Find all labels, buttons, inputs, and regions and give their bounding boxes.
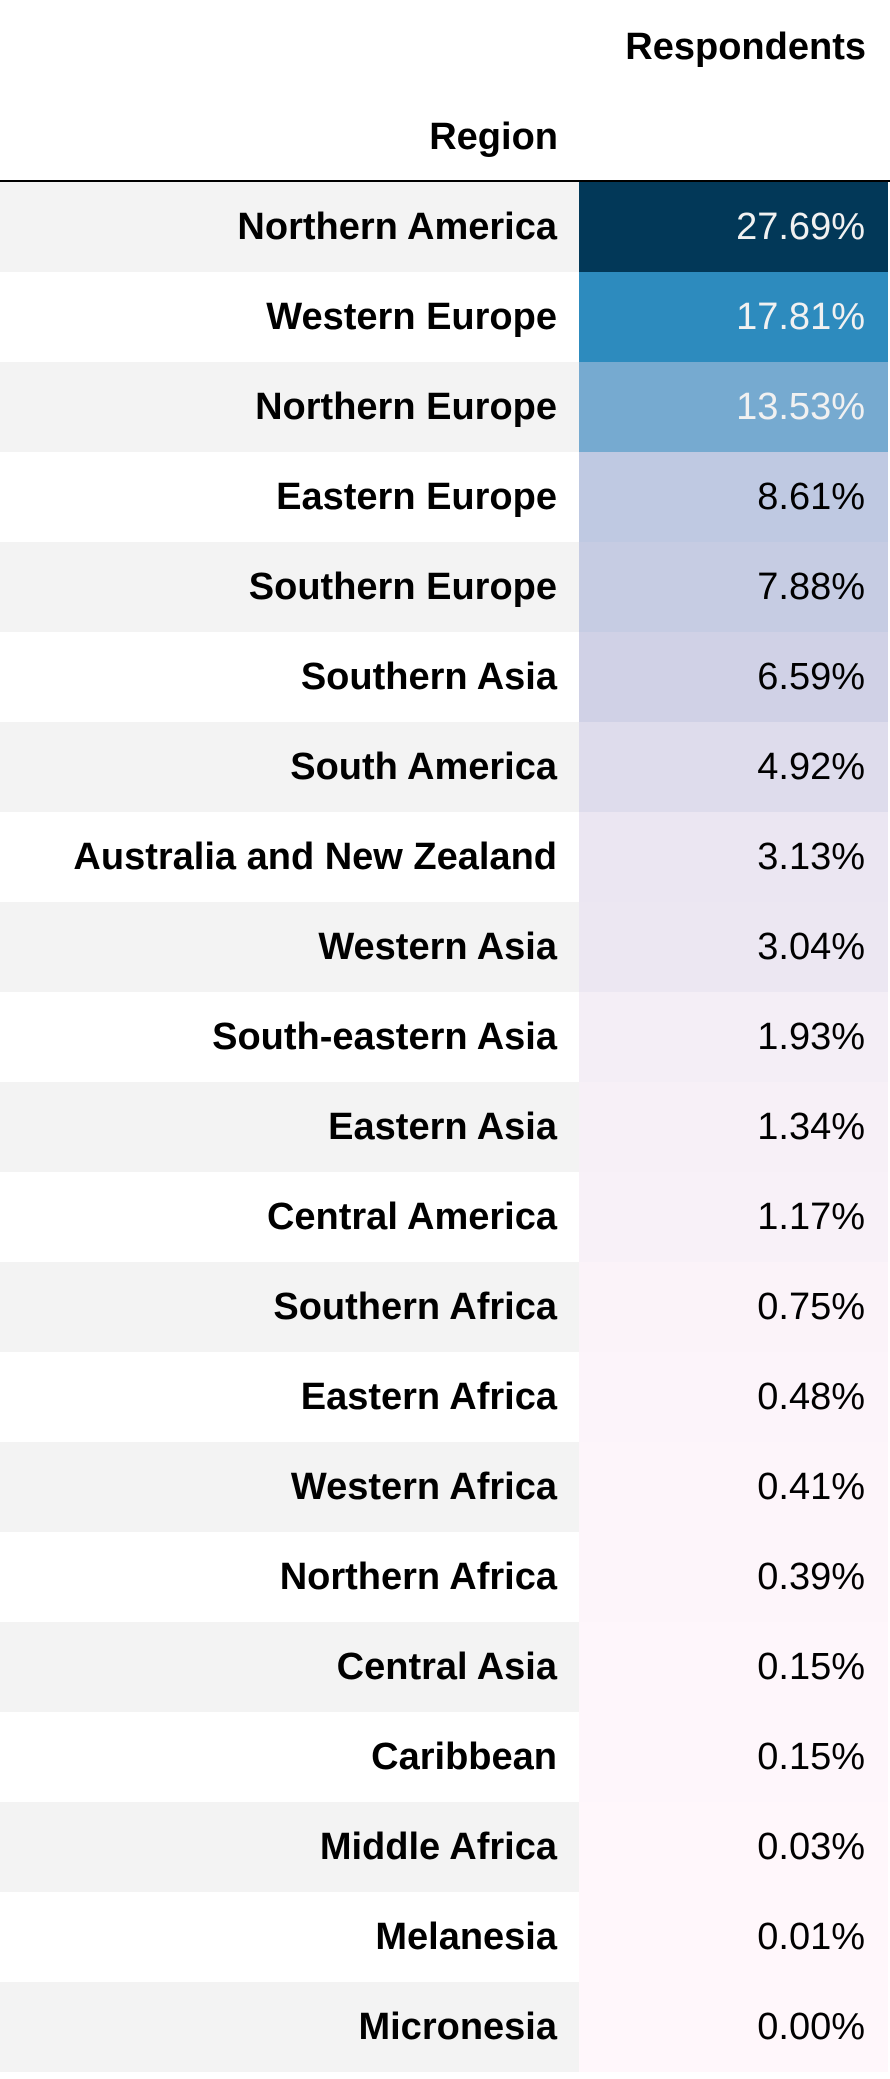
table-row: Western Europe 17.81% — [0, 272, 890, 362]
respondents-value-cell: 0.00% — [579, 1982, 888, 2072]
region-label: Melanesia — [0, 1892, 579, 1982]
table-row: Eastern Europe 8.61% — [0, 452, 890, 542]
table-row: Northern Europe 13.53% — [0, 362, 890, 452]
region-label: Central Asia — [0, 1622, 579, 1712]
table-row: South America 4.92% — [0, 722, 890, 812]
table-row: Western Asia 3.04% — [0, 902, 890, 992]
region-label: Western Africa — [0, 1442, 579, 1532]
table-row: Northern Africa 0.39% — [0, 1532, 890, 1622]
region-label: Eastern Africa — [0, 1352, 579, 1442]
region-label: Southern Europe — [0, 542, 579, 632]
respondents-value-cell: 0.48% — [579, 1352, 888, 1442]
respondents-value-cell: 4.92% — [579, 722, 888, 812]
region-label: Western Europe — [0, 272, 579, 362]
region-label: Caribbean — [0, 1712, 579, 1802]
table-body: Northern America 27.69% Western Europe 17.8… — [0, 182, 890, 2072]
table-row: Micronesia 0.00% — [0, 1982, 890, 2072]
respondents-value-cell: 0.03% — [579, 1802, 888, 1892]
respondents-value-cell: 0.01% — [579, 1892, 888, 1982]
respondents-value-cell: 0.41% — [579, 1442, 888, 1532]
respondents-value-cell: 6.59% — [579, 632, 888, 722]
respondents-value-cell: 8.61% — [579, 452, 888, 542]
table-row: Caribbean 0.15% — [0, 1712, 890, 1802]
respondents-value-cell: 27.69% — [579, 182, 888, 272]
table-row: Melanesia 0.01% — [0, 1892, 890, 1982]
region-label: Micronesia — [0, 1982, 579, 2072]
respondents-value-cell: 1.34% — [579, 1082, 888, 1172]
respondents-value-cell: 0.39% — [579, 1532, 888, 1622]
table-row: Central Asia 0.15% — [0, 1622, 890, 1712]
respondents-value-cell: 3.04% — [579, 902, 888, 992]
respondents-value-cell: 0.15% — [579, 1712, 888, 1802]
region-label: Northern America — [0, 182, 579, 272]
respondents-value-cell: 0.15% — [579, 1622, 888, 1712]
region-label: Northern Africa — [0, 1532, 579, 1622]
respondents-value-cell: 7.88% — [579, 542, 888, 632]
respondents-value-cell: 3.13% — [579, 812, 888, 902]
region-label: South-eastern Asia — [0, 992, 579, 1082]
table-row: Middle Africa 0.03% — [0, 1802, 890, 1892]
table-row: South-eastern Asia 1.93% — [0, 992, 890, 1082]
region-label: Eastern Asia — [0, 1082, 579, 1172]
region-label: Southern Africa — [0, 1262, 579, 1352]
respondents-value-cell: 0.75% — [579, 1262, 888, 1352]
table-row: Western Africa 0.41% — [0, 1442, 890, 1532]
column-header-respondents: Respondents — [625, 26, 866, 68]
respondents-value-cell: 1.93% — [579, 992, 888, 1082]
index-header-region: Region — [429, 116, 558, 158]
table-row: Central America 1.17% — [0, 1172, 890, 1262]
region-label: Eastern Europe — [0, 452, 579, 542]
region-label: Northern Europe — [0, 362, 579, 452]
region-label: Australia and New Zealand — [0, 812, 579, 902]
table-row: Southern Europe 7.88% — [0, 542, 890, 632]
respondents-value-cell: 13.53% — [579, 362, 888, 452]
table-row: Eastern Asia 1.34% — [0, 1082, 890, 1172]
region-label: Southern Asia — [0, 632, 579, 722]
respondents-value-cell: 1.17% — [579, 1172, 888, 1262]
table-row: Southern Asia 6.59% — [0, 632, 890, 722]
table-row: Eastern Africa 0.48% — [0, 1352, 890, 1442]
table-header: Respondents Region — [0, 0, 890, 182]
respondents-value-cell: 17.81% — [579, 272, 888, 362]
region-label: Middle Africa — [0, 1802, 579, 1892]
table-row: Northern America 27.69% — [0, 182, 890, 272]
table-row: Australia and New Zealand 3.13% — [0, 812, 890, 902]
table-row: Southern Africa 0.75% — [0, 1262, 890, 1352]
region-label: South America — [0, 722, 579, 812]
region-label: Western Asia — [0, 902, 579, 992]
region-label: Central America — [0, 1172, 579, 1262]
